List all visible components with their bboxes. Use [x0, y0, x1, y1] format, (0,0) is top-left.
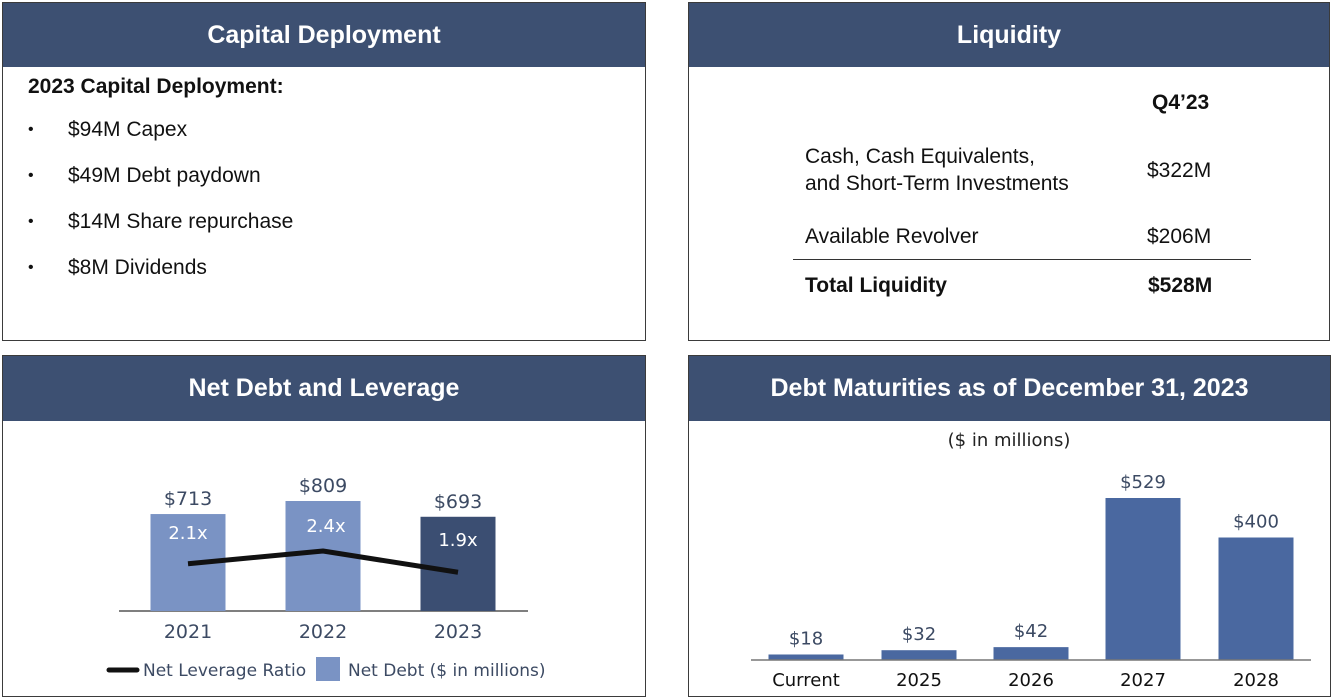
- maturity-value-label: $42: [1014, 621, 1048, 642]
- maturity-year-label: 2026: [1008, 670, 1054, 691]
- legend-net-debt-label: Net Debt ($ in millions): [348, 661, 546, 681]
- cash-label-line1: Cash, Cash Equivalents,: [805, 145, 1035, 168]
- maturity-bar-2025: [881, 650, 957, 660]
- debt-maturities-subtitle: ($ in millions): [948, 430, 1071, 451]
- capital-deployment-subtitle: 2023 Capital Deployment:: [28, 75, 284, 98]
- leverage-ratio-label: 2.1x: [168, 523, 208, 544]
- list-item: • $14M Share repurchase: [28, 210, 293, 256]
- leverage-ratio-label: 1.9x: [438, 530, 478, 551]
- debt-maturities-chart: ($ in millions) $18 Current $32 2025 $42 2026 $…: [751, 430, 1311, 691]
- revolver-label: Available Revolver: [805, 225, 979, 248]
- net-debt-year-label: 2022: [299, 621, 347, 643]
- capex-item: $94M Capex: [68, 118, 188, 141]
- maturity-value-label: $400: [1233, 512, 1279, 533]
- maturity-value-label: $18: [789, 628, 823, 649]
- maturity-year-label: 2028: [1233, 670, 1279, 691]
- net-debt-value-label: $713: [164, 488, 212, 510]
- cash-label-line2: and Short-Term Investments: [805, 172, 1069, 195]
- capital-deployment-header: Capital Deployment: [3, 3, 645, 67]
- total-liquidity-value: $528M: [1148, 274, 1213, 297]
- bullet-icon: •: [28, 213, 34, 230]
- debt-maturities-panel: Debt Maturities as of December 31, 2023 …: [688, 355, 1331, 697]
- net-debt-value-label: $693: [434, 491, 482, 513]
- total-liquidity-label: Total Liquidity: [805, 274, 947, 297]
- bullet-icon: •: [28, 259, 34, 276]
- maturity-year-label: 2027: [1120, 670, 1166, 691]
- liquidity-panel: Liquidity Q4’23 Cash, Cash Equivalents, …: [688, 2, 1330, 341]
- maturity-value-label: $529: [1120, 472, 1166, 493]
- legend-net-leverage-label: Net Leverage Ratio: [143, 661, 306, 681]
- share-repurchase-item: $14M Share repurchase: [68, 210, 294, 233]
- list-item: • $94M Capex: [28, 118, 293, 164]
- maturity-value-label: $32: [902, 624, 936, 645]
- leverage-ratio-label: 2.4x: [306, 516, 346, 537]
- net-leverage-ratio-line: [187, 548, 459, 575]
- net-debt-chart: $713 2021 $809 2022 $693 2023 2.1x 2.4x 1.9x Net …: [106, 475, 546, 681]
- maturity-bar-2027: [1105, 498, 1181, 660]
- dividends-item: $8M Dividends: [68, 256, 207, 279]
- cash-value: $322M: [1147, 159, 1212, 182]
- liquidity-header: Liquidity: [689, 3, 1329, 67]
- legend-bar-swatch: [316, 657, 340, 681]
- list-item: • $49M Debt paydown: [28, 164, 293, 210]
- total-divider: [793, 259, 1251, 260]
- net-debt-value-label: $809: [299, 475, 347, 497]
- maturity-year-label: 2025: [896, 670, 942, 691]
- capital-deployment-panel: Capital Deployment 2023 Capital Deployme…: [2, 2, 646, 341]
- debt-paydown-item: $49M Debt paydown: [68, 164, 261, 187]
- bullet-icon: •: [28, 167, 34, 184]
- bullet-icon: •: [28, 121, 34, 138]
- net-debt-panel: Net Debt and Leverage $713 2021 $809 2022 $6…: [2, 355, 646, 697]
- list-item: • $8M Dividends: [28, 256, 293, 302]
- debt-maturities-header: Debt Maturities as of December 31, 2023: [689, 356, 1330, 421]
- maturity-bar-2028: [1218, 537, 1294, 660]
- net-debt-year-label: 2023: [434, 621, 482, 643]
- revolver-value: $206M: [1147, 225, 1212, 248]
- net-debt-header: Net Debt and Leverage: [3, 356, 645, 421]
- maturity-year-label: Current: [772, 670, 840, 691]
- maturity-bar-Current: [768, 654, 844, 660]
- net-debt-bar-2023: [420, 516, 496, 611]
- net-debt-year-label: 2021: [164, 621, 212, 643]
- liquidity-column-header: Q4’23: [1152, 91, 1210, 114]
- maturity-bar-2026: [993, 647, 1069, 660]
- capital-deployment-list: • $94M Capex • $49M Debt paydown • $14M Sha…: [28, 118, 293, 302]
